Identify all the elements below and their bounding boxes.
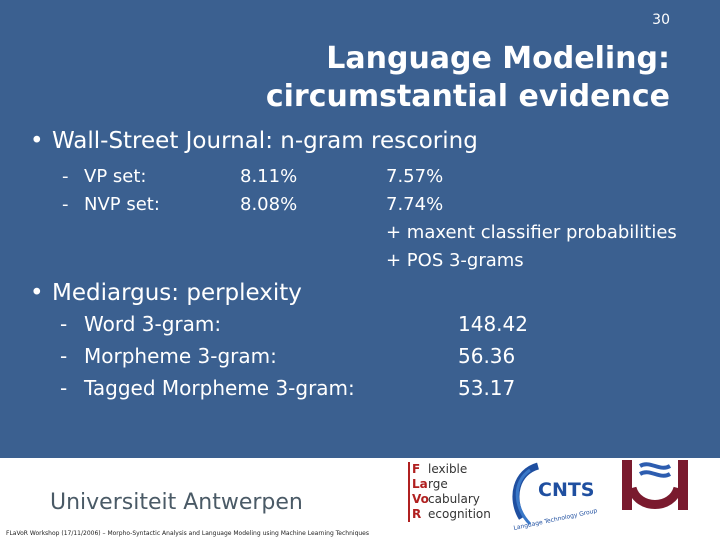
university-logo: Universiteit Antwerpen (50, 490, 303, 515)
wsj-note-2: + POS 3-grams (386, 250, 524, 271)
mediargus-row-3-value: 53.17 (458, 376, 516, 400)
wsj-row-1-val2: 7.57% (386, 166, 444, 187)
wsj-row-2-val1: 8.08% (240, 194, 298, 215)
title-line-2: circumstantial evidence (265, 79, 670, 114)
wsj-row-2-label: NVP set: (84, 194, 160, 215)
flavor-logo-bar (408, 462, 410, 522)
flavor-row-3: Vocabulary (412, 492, 480, 506)
wsj-row-2-dash: - (62, 194, 69, 215)
title-line-1: Language Modeling: (326, 41, 670, 76)
mediargus-row-3-label: Tagged Morpheme 3-gram: (84, 376, 355, 400)
bullet-wsj: • Wall-Street Journal: n-gram rescoring (30, 128, 478, 154)
mediargus-row-1-value: 148.42 (458, 312, 528, 336)
bullet-dot: • (30, 128, 44, 154)
wsj-row-1-label: VP set: (84, 166, 147, 187)
wsj-row-2-val2: 7.74% (386, 194, 444, 215)
ua-emblem-icon (620, 458, 700, 518)
mediargus-row-3-dash: - (60, 376, 68, 400)
wsj-note-1: + maxent classifier probabilities (386, 222, 677, 243)
page-number: 30 (652, 12, 670, 28)
cnts-logo: CNTS Language Technology Group (508, 462, 608, 536)
mediargus-row-2-label: Morpheme 3-gram: (84, 344, 277, 368)
mediargus-row-2-dash: - (60, 344, 68, 368)
bullet-mediargus: • Mediargus: perplexity (30, 280, 302, 306)
wsj-row-1-val1: 8.11% (240, 166, 298, 187)
bullet-wsj-text: Wall-Street Journal: n-gram rescoring (52, 128, 478, 154)
flavor-row-2: Large (412, 477, 448, 491)
mediargus-row-1-dash: - (60, 312, 68, 336)
bullet-dot: • (30, 280, 44, 306)
bullet-mediargus-text: Mediargus: perplexity (52, 280, 302, 306)
mediargus-row-2-value: 56.36 (458, 344, 516, 368)
mediargus-row-1-label: Word 3-gram: (84, 312, 222, 336)
cnts-logo-graphic: CNTS Language Technology Group (512, 462, 598, 532)
workshop-caption: FLaVoR Workshop (17/11/2006) – Morpho-Sy… (6, 530, 370, 537)
slide-title: Language Modeling: circumstantial eviden… (266, 40, 670, 116)
cnts-logo-name: CNTS (538, 479, 595, 501)
wsj-row-1-dash: - (62, 166, 69, 187)
